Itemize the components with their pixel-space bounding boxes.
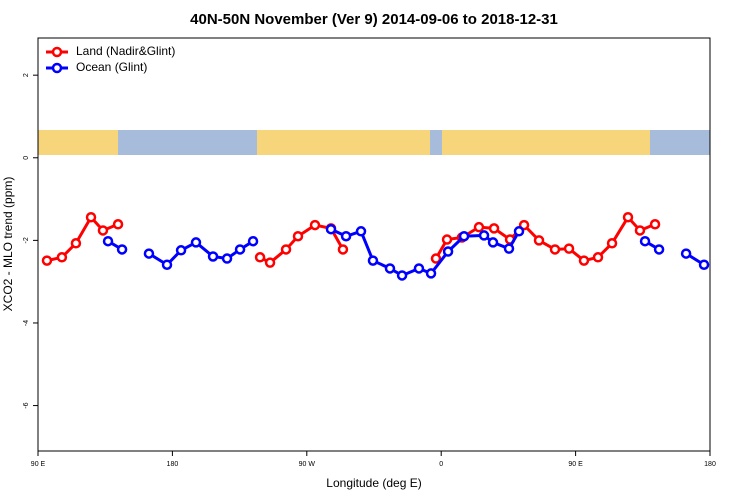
land-band (257, 130, 430, 155)
point (41, 255, 53, 266)
point (292, 230, 304, 242)
point (606, 238, 618, 249)
legend-label: Ocean (Glint) (76, 60, 147, 74)
point (653, 244, 665, 255)
legend-label: Land (Nadir&Glint) (76, 44, 175, 58)
point (221, 253, 233, 264)
legend-marker (51, 62, 63, 74)
point (175, 245, 187, 256)
y-tick-label: 2 (23, 73, 30, 77)
point (254, 252, 266, 263)
point (247, 235, 259, 247)
y-tick-label: -4 (23, 320, 30, 326)
point (234, 244, 246, 255)
point (487, 237, 499, 248)
x-tick-label: 0 (439, 461, 443, 468)
legend-marker (51, 46, 63, 58)
point (458, 230, 470, 242)
x-axis-label: Longitude (deg E) (326, 476, 421, 490)
point (513, 226, 525, 237)
point (442, 246, 454, 257)
point (634, 225, 646, 236)
y-tick-label: 0 (23, 156, 30, 160)
point (649, 219, 661, 230)
land-band (442, 130, 650, 155)
point (355, 226, 367, 237)
chart-title: 40N-50N November (Ver 9) 2014-09-06 to 2… (190, 11, 558, 28)
point (425, 268, 437, 279)
point (639, 235, 651, 247)
land-band (38, 130, 118, 155)
point (112, 219, 124, 230)
x-tick-label: 90 W (299, 461, 316, 468)
point (309, 219, 321, 231)
point (207, 251, 219, 262)
x-tick-label: 90 E (568, 461, 583, 468)
point (430, 253, 442, 264)
map-strip (38, 130, 710, 155)
point (473, 221, 485, 233)
point (413, 263, 425, 274)
point (340, 230, 352, 242)
point (563, 243, 575, 254)
point (190, 237, 202, 248)
y-axis-label: XCO2 - MLO trend (ppm) (1, 177, 15, 312)
point (337, 244, 349, 255)
x-tick-label: 90 E (31, 461, 46, 468)
point (280, 244, 292, 255)
point (592, 252, 604, 263)
point (384, 263, 396, 274)
point (116, 244, 128, 255)
point (549, 244, 561, 255)
point (578, 255, 590, 266)
y-tick-label: -2 (23, 237, 30, 243)
point (264, 257, 276, 268)
point (367, 255, 379, 266)
point (478, 230, 490, 241)
x-tick-label: 180 (167, 461, 179, 468)
point (488, 223, 500, 234)
point (441, 234, 453, 245)
y-tick-label: -6 (23, 402, 30, 408)
point (161, 259, 173, 270)
point (97, 225, 109, 236)
point (143, 248, 155, 259)
point (396, 270, 408, 281)
point (503, 243, 515, 254)
point (698, 259, 710, 270)
point (680, 248, 692, 259)
point (622, 211, 634, 223)
series-line (46, 214, 656, 265)
point (85, 211, 97, 223)
x-tick-label: 180 (704, 461, 716, 468)
point (533, 235, 545, 246)
point (102, 235, 114, 247)
point (56, 252, 68, 263)
point (70, 238, 82, 249)
series-line (107, 227, 705, 278)
plot-frame (37, 37, 711, 452)
point (325, 223, 337, 235)
